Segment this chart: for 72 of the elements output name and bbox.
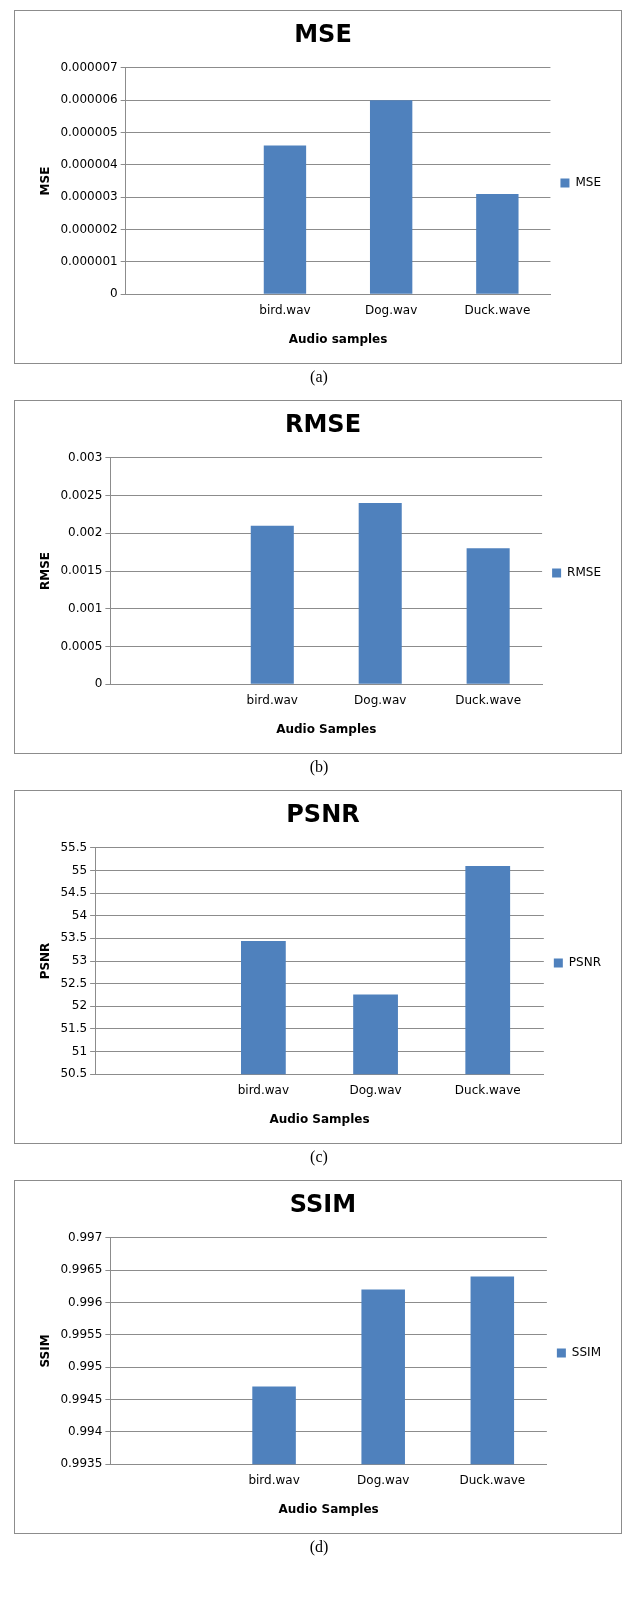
x-tick-label: Dog.wav <box>354 692 407 707</box>
bar <box>263 145 307 294</box>
y-tick-label: 51.5 <box>60 1021 88 1036</box>
bar <box>250 525 294 684</box>
y-tick-label: 0.9945 <box>60 1391 103 1406</box>
x-axis-title: Audio samples <box>288 331 388 346</box>
x-tick-label: Duck.wave <box>454 1082 521 1097</box>
chart-title: PSNR <box>286 799 360 828</box>
text: (c) <box>309 1147 329 1168</box>
y-tick-label: 0.9955 <box>60 1326 103 1341</box>
chart-title: SSIM <box>289 1189 357 1218</box>
x-tick-label: Dog.wav <box>365 302 418 317</box>
x-tick-label: bird.wav <box>237 1082 290 1097</box>
y-tick-label: 0.996 <box>68 1294 103 1309</box>
y-tick-label: 0.000005 <box>60 124 118 139</box>
bar <box>369 100 413 294</box>
y-tick-label: 52.5 <box>60 975 88 990</box>
y-tick-label: 0.002 <box>68 525 103 540</box>
x-tick-label: Duck.wave <box>464 302 531 317</box>
y-tick-label: 0.0025 <box>60 487 103 502</box>
y-tick-label: 0.995 <box>68 1359 103 1374</box>
x-tick-label: Duck.wave <box>455 692 522 707</box>
y-tick-label: 53.5 <box>60 930 88 945</box>
y-tick-label: 0 <box>94 676 103 691</box>
y-tick-label: 0.000003 <box>60 189 118 204</box>
text: (d) <box>308 1537 330 1558</box>
bar <box>466 548 510 684</box>
y-tick-label: 0.994 <box>68 1423 103 1438</box>
y-tick-label: 0.001 <box>68 600 103 615</box>
y-tick-label: 50.5 <box>60 1066 88 1081</box>
x-tick-label: bird.wav <box>259 302 311 317</box>
y-tick-label: 0.997 <box>68 1229 103 1244</box>
legend-label: RMSE <box>567 565 601 580</box>
x-tick-label: Duck.wave <box>459 1472 526 1487</box>
x-tick-label: bird.wav <box>248 1472 300 1487</box>
y-tick-label: 0.9965 <box>60 1262 103 1277</box>
y-tick-label: 0.9935 <box>60 1456 103 1471</box>
x-tick-label: Dog.wav <box>349 1082 402 1097</box>
chart-title: MSE <box>294 19 352 48</box>
y-tick-label: 51 <box>71 1043 88 1058</box>
y-tick-label: 0 <box>110 286 118 301</box>
x-axis-title: Audio Samples <box>269 1111 370 1126</box>
y-axis-title: RMSE <box>38 551 53 591</box>
y-tick-label: 55 <box>71 862 88 877</box>
y-tick-label: 55.5 <box>60 839 88 854</box>
x-axis-title: Audio Samples <box>276 721 377 736</box>
y-tick-label: 53 <box>71 953 88 968</box>
y-tick-label: 52 <box>71 998 88 1013</box>
y-tick-label: 0.000004 <box>60 156 118 171</box>
y-tick-label: 54 <box>71 907 88 922</box>
y-tick-label: 0.000001 <box>60 253 118 268</box>
legend-label: MSE <box>575 175 602 190</box>
x-tick-label: Dog.wav <box>357 1472 410 1487</box>
bar <box>476 193 519 294</box>
text: (b) <box>308 757 330 778</box>
y-axis-title: MSE <box>38 166 53 196</box>
legend-label: PSNR <box>568 955 601 970</box>
chart-title: RMSE <box>284 409 362 438</box>
y-tick-label: 0.0015 <box>60 563 103 578</box>
text: (a) <box>309 367 329 388</box>
bar <box>358 503 402 684</box>
y-axis-title: SSIM <box>38 1334 53 1368</box>
y-axis-title: PSNR <box>38 942 53 980</box>
y-tick-label: 0.003 <box>68 449 103 464</box>
y-tick-label: 0.0005 <box>60 638 103 653</box>
legend-label: SSIM <box>571 1345 602 1360</box>
y-tick-label: 0.000007 <box>60 59 118 74</box>
y-tick-label: 0.000006 <box>60 92 118 107</box>
y-tick-label: 0.000002 <box>60 221 118 236</box>
y-tick-label: 54.5 <box>60 885 88 900</box>
x-axis-title: Audio Samples <box>278 1501 379 1516</box>
x-tick-label: bird.wav <box>246 692 298 707</box>
